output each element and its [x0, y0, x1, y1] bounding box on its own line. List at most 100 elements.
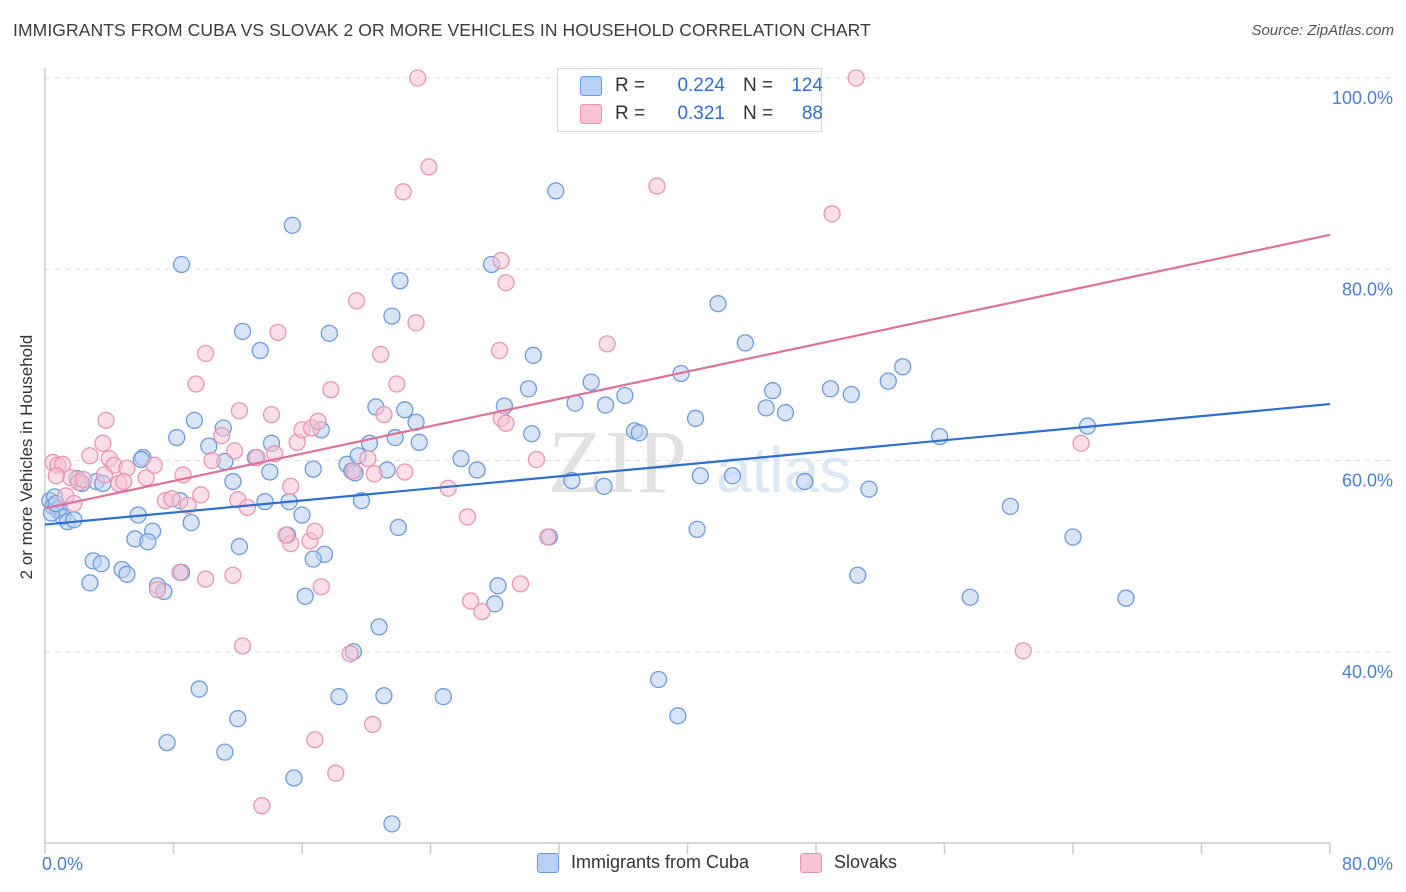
- y-tick-label: 40.0%: [1342, 662, 1393, 682]
- cuba-point: [410, 433, 428, 451]
- cuba-point: [686, 409, 705, 428]
- cuba-point: [224, 472, 242, 491]
- slovaks-point: [238, 498, 257, 517]
- y-tick-label: 60.0%: [1342, 471, 1393, 491]
- series-legend-item-slovaks[interactable]: Slovaks: [800, 852, 897, 873]
- legend-n-label: N =: [743, 75, 774, 96]
- cuba-point: [821, 380, 840, 398]
- legend-n-label: N =: [743, 103, 774, 124]
- series-legend-label-slovaks: Slovaks: [834, 852, 898, 872]
- chart-title: IMMIGRANTS FROM CUBA VS SLOVAK 2 OR MORE…: [13, 20, 871, 40]
- series-legend-swatch-slovaks: [800, 852, 822, 873]
- cuba-point: [375, 687, 393, 705]
- slovaks-point: [492, 251, 510, 270]
- cuba-point: [396, 401, 414, 419]
- cuba-point: [304, 550, 322, 568]
- slovaks-point: [192, 486, 210, 504]
- slovaks-point: [115, 472, 133, 491]
- cuba-point: [383, 815, 401, 833]
- cuba-point: [296, 587, 314, 605]
- series-legend: Immigrants from Cuba Slovaks: [0, 852, 1406, 878]
- cuba-point: [200, 437, 218, 455]
- cuba-point: [304, 460, 322, 478]
- cuba-point: [649, 670, 668, 689]
- cuba-point: [283, 216, 302, 234]
- cuba-point: [547, 182, 565, 200]
- slovaks-point: [81, 447, 99, 465]
- slovaks-point: [511, 575, 530, 593]
- slovaks-point: [97, 411, 115, 429]
- cuba-point: [519, 380, 538, 398]
- cuba-point: [118, 565, 136, 583]
- cuba-point: [524, 346, 542, 364]
- cuba-point: [523, 425, 541, 443]
- cuba-point: [860, 480, 878, 498]
- slovaks-point: [95, 466, 114, 484]
- slovaks-point: [648, 177, 666, 195]
- slovaks-point: [1014, 642, 1032, 660]
- slovaks-point: [269, 323, 287, 342]
- legend-r-label: R =: [615, 103, 646, 124]
- cuba-point: [452, 449, 470, 468]
- cuba-point: [630, 424, 648, 442]
- slovaks-point: [233, 637, 252, 655]
- cuba-point: [81, 574, 99, 592]
- series-legend-item-cuba[interactable]: Immigrants from Cuba: [537, 852, 749, 873]
- cuba-point: [757, 399, 775, 417]
- legend-r-value: 0.224: [677, 75, 725, 96]
- slovaks-point: [347, 292, 366, 310]
- y-tick-label: 80.0%: [1342, 279, 1393, 299]
- trend-line-cuba: [44, 402, 1331, 526]
- slovaks-point: [224, 566, 242, 584]
- cuba-point: [849, 566, 867, 584]
- slovaks-point: [365, 465, 383, 483]
- cuba-point: [736, 334, 754, 352]
- slovaks-point: [375, 405, 393, 424]
- slovaks-point: [196, 570, 215, 588]
- cuba-point: [1064, 528, 1082, 546]
- slovaks-point: [74, 470, 93, 489]
- cuba-point: [172, 255, 191, 274]
- cuba-point: [261, 463, 279, 481]
- slovaks-point: [253, 797, 271, 815]
- slovaks-point: [394, 183, 412, 201]
- cuba-point: [330, 688, 348, 706]
- cuba-point: [233, 322, 252, 341]
- cuba-point: [320, 324, 338, 342]
- cuba-point: [158, 733, 176, 752]
- cuba-point: [389, 518, 408, 537]
- cuba-point: [1117, 589, 1135, 607]
- cuba-point: [596, 396, 615, 414]
- slovaks-point: [196, 344, 215, 363]
- slovaks-point: [163, 490, 181, 508]
- cuba-point: [256, 492, 274, 511]
- slovaks-point: [458, 508, 477, 526]
- cuba-point: [370, 618, 388, 636]
- cuba-point: [190, 680, 208, 698]
- slovaks-point: [309, 412, 327, 430]
- x-tick-label-min: 0.0%: [42, 854, 83, 874]
- cuba-point: [293, 506, 311, 524]
- legend-n-value: 124: [791, 75, 823, 96]
- slovaks-point: [539, 528, 557, 546]
- cuba-point: [582, 373, 600, 391]
- slovaks-point: [145, 456, 163, 474]
- cuba-point: [723, 467, 742, 485]
- cuba-point: [251, 341, 269, 360]
- series-legend-swatch-cuba: [537, 852, 559, 873]
- legend-row-cuba: R = 0.224 N = 124: [580, 72, 823, 100]
- cuba-point: [434, 688, 453, 706]
- slovaks-point: [490, 341, 509, 360]
- cuba-point: [691, 467, 709, 485]
- slovaks-point: [47, 467, 65, 485]
- cuba-point: [391, 272, 409, 290]
- y-tick-label: 100.0%: [1332, 88, 1393, 108]
- cuba-point: [894, 358, 912, 376]
- slovaks-point: [230, 402, 249, 420]
- slovaks-point: [462, 592, 480, 610]
- slovaks-point: [388, 375, 406, 393]
- legend-n-value: 88: [801, 103, 823, 124]
- slovaks-point: [407, 314, 425, 332]
- legend-swatch-cuba: [580, 76, 602, 96]
- cuba-point: [489, 577, 507, 595]
